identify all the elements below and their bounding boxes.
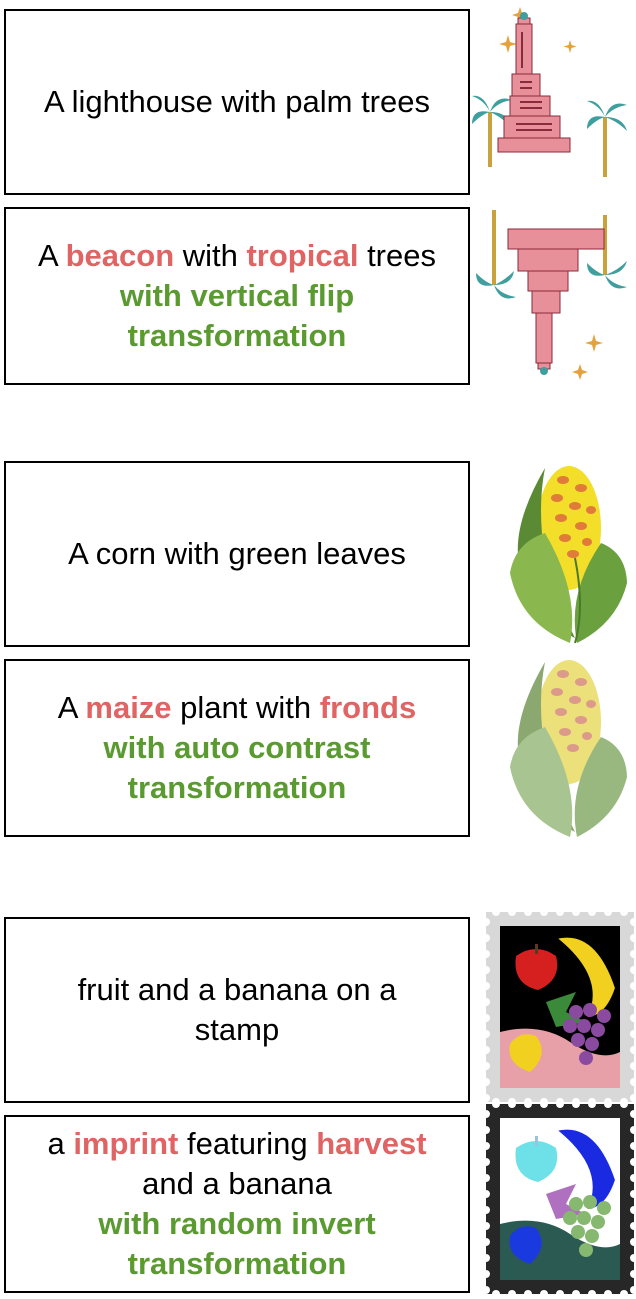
transformation-text: with vertical flip transformation	[119, 278, 355, 353]
fruit-stamp-inverted-icon	[486, 1104, 634, 1294]
fruit-stamp-icon	[486, 912, 634, 1102]
lighthouse-flipped-icon	[476, 210, 627, 380]
original-caption-text: A corn with green leaves	[68, 536, 406, 571]
replaced-word: imprint	[73, 1126, 179, 1161]
replaced-word: maize	[85, 690, 172, 725]
lighthouse-icon	[472, 7, 627, 177]
replaced-word: fronds	[319, 690, 417, 725]
original-caption-text: fruit and a banana on a stamp	[77, 972, 397, 1047]
replaced-word: beacon	[65, 238, 175, 273]
augmented-caption-card-1: A beacon with tropical trees with vertic…	[4, 207, 470, 385]
transformation-text: with auto contrast transformation	[103, 730, 371, 805]
original-caption-text: A lighthouse with palm trees	[44, 84, 430, 119]
transformation-text: with random invert transformation	[98, 1206, 376, 1281]
original-caption-card-2: A corn with green leaves	[4, 461, 470, 647]
replaced-word: harvest	[316, 1126, 427, 1161]
corn-contrast-icon	[510, 660, 627, 837]
augmented-caption-card-2: A maize plant with fronds with auto cont…	[4, 659, 470, 837]
corn-icon	[510, 466, 627, 644]
augmented-caption-card-3: a imprint featuring harvest and a banana…	[4, 1115, 470, 1293]
original-caption-card-3: fruit and a banana on a stamp	[4, 917, 470, 1103]
replaced-word: tropical	[246, 238, 359, 273]
original-caption-card-1: A lighthouse with palm trees	[4, 9, 470, 195]
